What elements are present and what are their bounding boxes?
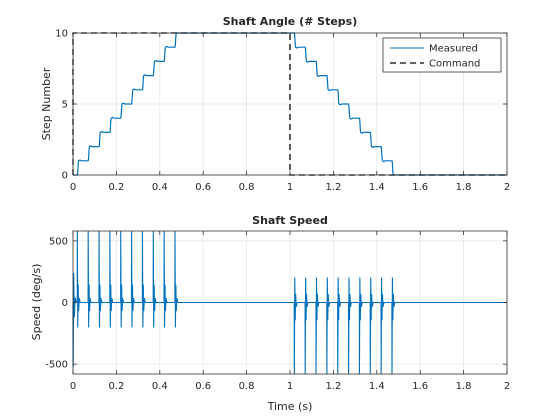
- angle-y-tick-label: 5: [62, 100, 68, 111]
- angle-y-tick-label: 10: [55, 29, 68, 40]
- speed-x-tick-label: 1.4: [369, 381, 385, 392]
- angle-ticks: 0 0.2 0.4 0.6 0.8 1 1.2 1.4 1.6 1.8 2 0 5 10: [55, 29, 510, 194]
- speed-x-tick-label: 0: [70, 381, 76, 392]
- speed-x-tick-label: 1.6: [412, 381, 428, 392]
- angle-x-tick-label: 1: [287, 182, 293, 193]
- angle-x-tick-label: 2: [504, 182, 510, 193]
- speed-chart-title: Shaft Speed: [252, 214, 328, 227]
- legend-box: [382, 37, 502, 73]
- angle-x-tick-label: 1.4: [369, 182, 385, 193]
- speed-x-tick-label: 2: [504, 381, 510, 392]
- angle-chart-title: Shaft Angle (# Steps): [223, 15, 358, 28]
- angle-x-tick-label: 0.8: [239, 182, 255, 193]
- speed-x-tick-label: 1.2: [325, 381, 341, 392]
- legend-command-label: Command: [429, 59, 480, 70]
- speed-x-tick-label: 0.4: [152, 381, 168, 392]
- angle-x-tick-label: 0.4: [152, 182, 168, 193]
- speed-x-tick-label: 0.2: [108, 381, 124, 392]
- speed-series-line: [72, 230, 507, 375]
- angle-y-tick-label: 0: [62, 171, 68, 182]
- speed-x-tick-label: 1: [287, 381, 293, 392]
- speed-y-tick-label: 500: [49, 236, 68, 247]
- angle-x-tick-label: 0.2: [108, 182, 124, 193]
- angle-x-tick-label: 0: [70, 182, 76, 193]
- speed-y-tick-label: -500: [45, 360, 68, 371]
- angle-x-tick-label: 1.8: [456, 182, 472, 193]
- speed-x-tick-label: 0.6: [195, 381, 211, 392]
- angle-x-tick-label: 0.6: [195, 182, 211, 193]
- speed-y-tick-label: 0: [62, 298, 68, 309]
- speed-y-axis-label: Speed (deg/s): [30, 264, 43, 341]
- angle-x-tick-label: 1.6: [412, 182, 428, 193]
- speed-x-tick-label: 1.8: [456, 381, 472, 392]
- angle-chart: 0 0.2 0.4 0.6 0.8 1 1.2 1.4 1.6 1.8 2 0 5 10 Shaft An…: [40, 15, 510, 193]
- angle-x-tick-label: 1.2: [325, 182, 341, 193]
- angle-y-axis-label: Step Number: [40, 67, 53, 140]
- speed-x-tick-label: 0.8: [239, 381, 255, 392]
- speed-lines: [72, 230, 507, 375]
- speed-x-axis-label: Time (s): [267, 400, 313, 413]
- angle-legend: Measured Command: [382, 37, 502, 73]
- legend-measured-label: Measured: [429, 44, 478, 55]
